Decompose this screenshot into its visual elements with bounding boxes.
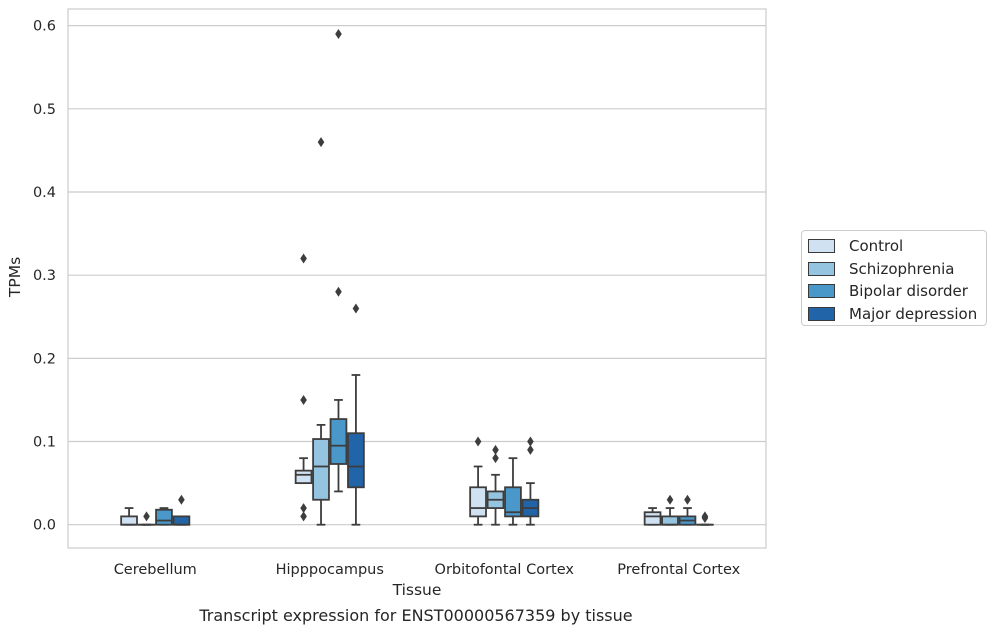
plot-frame: [67, 8, 767, 549]
outlier-point: [666, 494, 674, 505]
outlier-point: [178, 494, 185, 505]
legend-item-control: Control: [808, 235, 986, 258]
x-tick-label-orbitofontal-cortex: Orbitofontal Cortex: [435, 562, 575, 578]
box-body: [661, 515, 679, 526]
outlier-point: [527, 444, 534, 455]
box-body: [172, 515, 191, 526]
outlier-point: [701, 513, 709, 524]
outlier-point: [300, 253, 307, 264]
box-series: [120, 28, 714, 526]
legend-label-bipolar-disorder: Bipolar disorder: [849, 282, 968, 301]
box-schizophrenia-orbitofontal-cortex: [486, 444, 505, 526]
box-schizophrenia-prefrontal-cortex: [661, 494, 679, 526]
x-tick-label-hipppocampus: Hipppocampus: [276, 562, 384, 578]
outlier-point: [684, 494, 691, 505]
box-body: [329, 418, 348, 465]
outlier-point: [300, 503, 307, 514]
box-bipolar-disorder-orbitofontal-cortex: [504, 457, 522, 526]
legend-swatch-schizophrenia: [808, 261, 835, 276]
legend-item-bipolar-disorder: Bipolar disorder: [808, 280, 986, 303]
box-major-depression-orbitofontal-cortex: [521, 436, 540, 526]
box-body: [312, 438, 330, 501]
box-bipolar-disorder-hipppocampus: [329, 28, 348, 493]
outlier-point: [317, 137, 325, 148]
legend-label-schizophrenia: Schizophrenia: [849, 259, 955, 278]
x-tick-labels: Cerebellum Hipppocampus Orbitofontal Corte…: [114, 562, 741, 578]
outlier-point: [335, 28, 342, 39]
box-body: [469, 486, 487, 518]
legend-label-major-depression: Major depression: [849, 304, 978, 323]
legend-item-major-depression: Major depression: [808, 303, 986, 326]
box-schizophrenia-hipppocampus: [312, 137, 330, 526]
y-tick-label: 0.2: [33, 351, 56, 367]
y-tick-label: 0.0: [33, 518, 56, 534]
box-body: [294, 469, 313, 485]
outlier-point: [492, 453, 499, 464]
x-axis-label: Tissue: [392, 581, 442, 599]
box-body: [155, 508, 173, 526]
outlier-point: [527, 436, 534, 447]
outlier-point: [492, 444, 499, 455]
outlier-point: [335, 286, 342, 297]
y-tick-label: 0.1: [33, 435, 56, 451]
y-tick-label: 0.4: [33, 185, 56, 201]
box-control-cerebellum: [120, 507, 138, 526]
box-body: [120, 515, 138, 526]
figure-caption: Transcript expression for ENST0000056735…: [199, 606, 633, 625]
y-tick-labels: 0.0 0.1 0.2 0.3 0.4 0.5 0.6: [33, 19, 56, 534]
grid-lines: [68, 25, 766, 526]
box-control-prefrontal-cortex: [643, 507, 662, 526]
box-control-hipppocampus: [294, 253, 313, 522]
legend-swatch-bipolar-disorder: [808, 284, 835, 299]
y-tick-label: 0.5: [33, 102, 56, 118]
legend-swatch-control: [808, 239, 835, 254]
outlier-point: [474, 436, 482, 447]
box-major-depression-cerebellum: [172, 494, 191, 526]
outlier-point: [352, 303, 360, 314]
y-axis-label: TPMs: [6, 257, 24, 298]
box-bipolar-disorder-prefrontal-cortex: [678, 494, 697, 526]
outlier-point: [300, 511, 307, 522]
legend-swatch-major-depression: [808, 306, 835, 321]
x-tick-label-cerebellum: Cerebellum: [114, 562, 197, 578]
box-body: [347, 432, 365, 489]
legend: Control Schizophrenia Bipolar disorder M…: [801, 230, 987, 326]
box-schizophrenia-cerebellum: [137, 511, 156, 526]
y-tick-label: 0.6: [33, 19, 56, 35]
outlier-point: [143, 511, 150, 522]
box-bipolar-disorder-cerebellum: [155, 507, 173, 526]
legend-item-schizophrenia: Schizophrenia: [808, 258, 986, 281]
box-body: [504, 486, 522, 518]
box-body: [643, 511, 662, 526]
box-control-orbitofontal-cortex: [469, 436, 487, 526]
legend-label-control: Control: [849, 237, 904, 256]
x-tick-label-prefrontal-cortex: Prefrontal Cortex: [617, 562, 740, 578]
box-major-depression-prefrontal-cortex: [696, 511, 714, 526]
outlier-point: [300, 394, 307, 405]
y-tick-label: 0.3: [33, 268, 56, 284]
box-major-depression-hipppocampus: [347, 303, 365, 526]
